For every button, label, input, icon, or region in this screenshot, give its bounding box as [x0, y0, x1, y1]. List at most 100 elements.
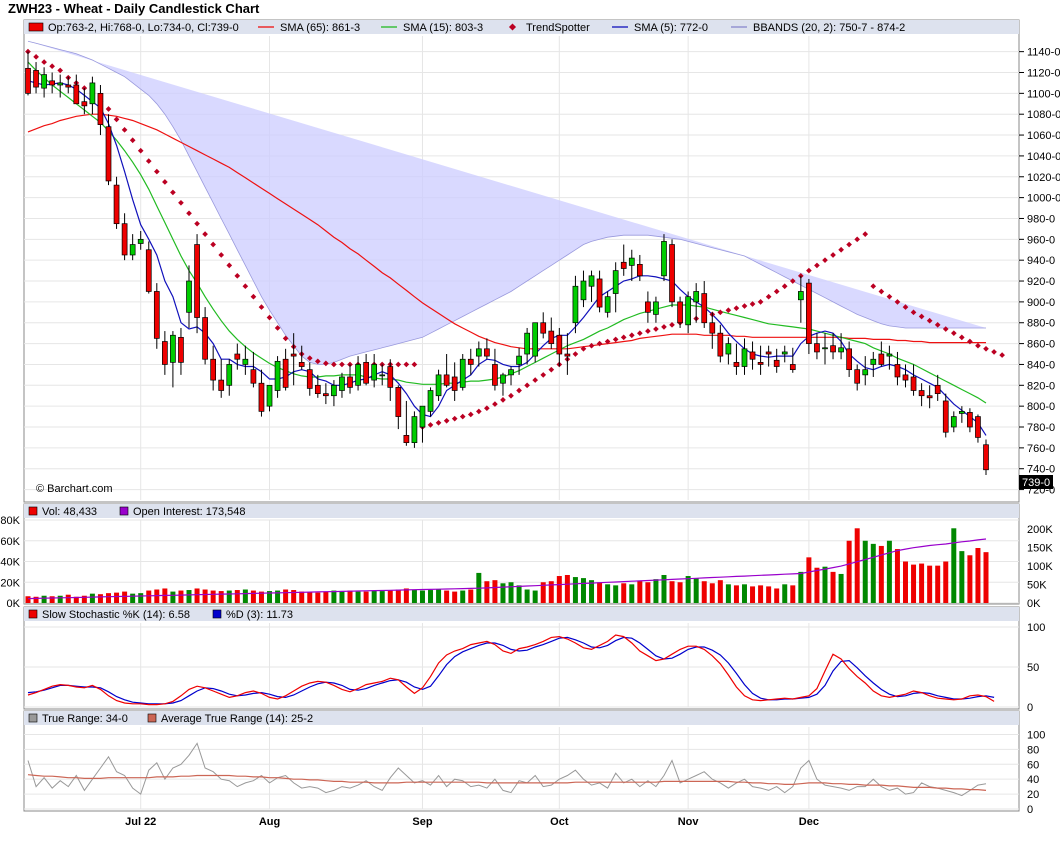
candle-body [701, 293, 708, 324]
trendspotter-marker [403, 361, 410, 368]
candle-body [524, 332, 530, 355]
volume-bar [919, 563, 925, 603]
trendspotter-marker [25, 48, 31, 55]
true-range-lines [27, 742, 987, 797]
candle-body [532, 322, 539, 357]
trendspotter-marker [572, 351, 579, 357]
volume-bar [146, 590, 152, 603]
candle-body [886, 353, 893, 357]
price-tick-label: 1060-0 [1027, 130, 1060, 142]
trendspotter-marker [258, 304, 265, 310]
volume-bar [677, 582, 683, 603]
trendspotter-marker [81, 85, 88, 91]
volume-bar [741, 584, 747, 603]
candle-body [234, 353, 241, 360]
candlesticks [25, 51, 989, 475]
trendspotter-marker [194, 220, 200, 227]
volume-bar [210, 590, 216, 603]
trendspotter-marker [33, 54, 39, 60]
trendspotter-marker [347, 361, 353, 368]
trendspotter-marker [516, 387, 522, 394]
volume-bar [943, 561, 949, 603]
volume-bar [621, 583, 627, 603]
volume-swatch [28, 506, 38, 516]
candle-body [620, 261, 627, 269]
volume-bar [894, 549, 900, 603]
volume-bar [73, 596, 79, 603]
candle-body [854, 369, 861, 384]
volume-bar [436, 589, 442, 603]
trendspotter-marker [162, 179, 168, 185]
moving-averages [27, 61, 987, 436]
stoch-d-series [27, 636, 995, 705]
trendspotter-marker [476, 408, 482, 415]
stochastic-legend: Slow Stochastic %K (14): 6.58 %D (3): 11… [28, 609, 293, 621]
trendspotter-marker [145, 158, 152, 164]
candle-body [830, 345, 836, 353]
volume-bar [733, 585, 739, 603]
volume-bar [822, 566, 828, 603]
trendspotter-marker [492, 401, 498, 407]
volume-bar [637, 581, 643, 603]
candle-body [604, 296, 611, 313]
stochastic-lines [27, 634, 995, 706]
trendspotter-marker [435, 419, 442, 426]
volume-bar [122, 591, 128, 603]
trendspotter-marker [484, 405, 490, 412]
candle-body [298, 362, 305, 367]
trendspotter-marker [846, 241, 852, 248]
stochastic-legend-bar [24, 607, 1019, 621]
candle-body [153, 291, 160, 339]
candle-body [975, 416, 981, 438]
candle-body [331, 384, 337, 397]
candle-body [717, 332, 724, 357]
volume-bar [903, 561, 908, 603]
candle-body [41, 74, 47, 89]
price-tick-label: 1140-0 [1027, 47, 1060, 59]
volume-bar [89, 593, 95, 603]
trendspotter-marker [508, 392, 514, 399]
candle-body [814, 343, 820, 353]
price-tick-label: 1120-0 [1027, 67, 1060, 79]
price-tick-label: 740-0 [1027, 464, 1055, 476]
candle-body [926, 395, 933, 399]
volume-bar [468, 589, 474, 603]
candle-body [411, 416, 418, 444]
volume-bar [331, 590, 337, 603]
candle-body [419, 405, 426, 428]
trendspotter-marker [113, 116, 120, 123]
trendspotter-marker [950, 330, 957, 337]
tr-swatch [28, 713, 38, 723]
volume-bar [106, 593, 111, 603]
volume-bar [927, 565, 933, 603]
candle-body [636, 264, 643, 277]
volume-bar [701, 581, 707, 603]
candle-body [379, 374, 386, 377]
candle-body [121, 223, 128, 256]
volume-bar [556, 576, 562, 603]
price-tick-label: 960-0 [1027, 234, 1055, 246]
candle-body [218, 379, 225, 391]
last-price-label: 739-0 [1022, 477, 1050, 489]
trendspotter-marker [902, 304, 909, 310]
true-range-tick-label: 40 [1027, 774, 1039, 786]
open-interest-tick-label: 0K [1027, 598, 1041, 610]
price-tick-label: 1000-0 [1027, 193, 1060, 205]
candle-body [266, 384, 273, 407]
volume-bar [395, 589, 401, 603]
price-tick-label: 1040-0 [1027, 151, 1060, 163]
volume-bar [983, 552, 989, 603]
trendspotter-marker [170, 189, 176, 196]
trendspotter-marker [210, 241, 216, 248]
trendspotter-marker [314, 358, 321, 365]
candle-body [693, 291, 700, 303]
candle-body [838, 347, 844, 353]
trendspotter-marker [942, 326, 949, 332]
trendspotter-marker [637, 330, 643, 337]
trendspotter-marker [814, 262, 820, 269]
volume-bar [130, 593, 136, 603]
candle-body [628, 257, 635, 266]
trendspotter-marker [234, 272, 241, 279]
volume-bar [548, 581, 554, 603]
volume-bar [25, 596, 31, 603]
